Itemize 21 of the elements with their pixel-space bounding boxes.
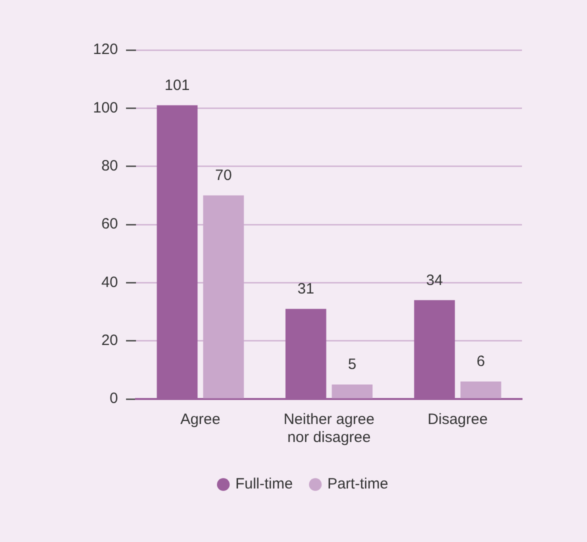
data-label: 31 <box>298 280 314 298</box>
x-tick-label: Disagree <box>428 411 488 428</box>
y-tick-label: 60 <box>101 216 118 233</box>
y-tick-label: 0 <box>110 390 118 408</box>
data-label: 34 <box>426 272 443 289</box>
data-label: 101 <box>164 76 190 94</box>
y-tick-label: 20 <box>101 332 118 349</box>
x-tick-label: Neither agree nor disagree <box>284 411 374 446</box>
y-tick-label: 80 <box>101 157 118 174</box>
y-tick-label: 100 <box>92 99 118 116</box>
data-label: 6 <box>476 353 485 370</box>
bar <box>460 382 502 398</box>
bar <box>203 195 244 398</box>
y-tick-label: 40 <box>101 274 118 291</box>
legend-label: Part-time <box>327 476 388 493</box>
bar <box>332 384 373 398</box>
data-label: 5 <box>348 356 356 374</box>
x-tick-label: Agree <box>180 411 220 428</box>
data-label: 70 <box>215 167 232 184</box>
legend-label: Full-time <box>235 476 293 493</box>
y-tick-label: 120 <box>92 41 118 58</box>
